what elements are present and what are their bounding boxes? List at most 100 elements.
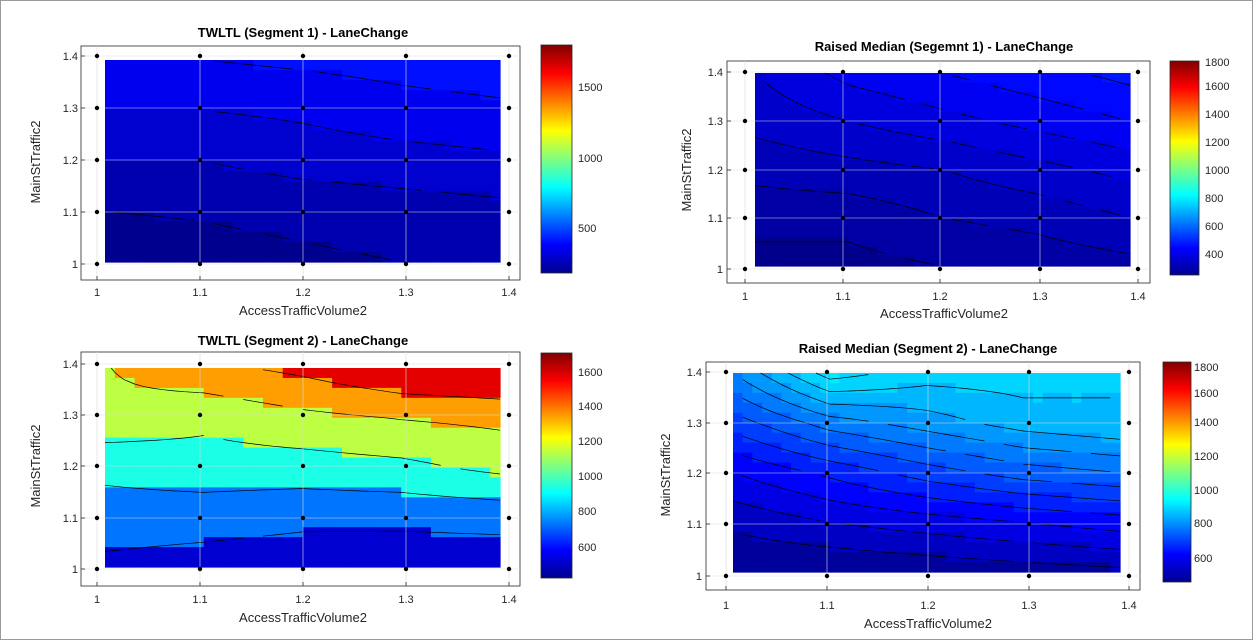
contour-cell: [450, 181, 462, 192]
contour-cell: [411, 397, 422, 409]
contour-cell: [174, 527, 185, 538]
contour-cell: [742, 382, 753, 394]
contour-cell: [781, 462, 792, 474]
contour-cell: [801, 150, 812, 161]
contour-cell: [1008, 101, 1019, 113]
contour-cell: [858, 130, 869, 142]
contour-cell: [839, 198, 850, 209]
x-tick-label: 1.1: [192, 287, 207, 299]
contour-cell: [1045, 169, 1056, 180]
contour-cell: [1120, 159, 1131, 171]
contour-cell: [839, 208, 850, 219]
contour-cell: [945, 562, 957, 573]
contour-cell: [811, 188, 822, 200]
contour-cell: [1061, 432, 1073, 444]
contour-cell: [272, 517, 284, 528]
contour-cell: [450, 241, 462, 253]
contour-cell: [1120, 140, 1131, 151]
contour-cell: [144, 211, 155, 223]
contour-cell: [742, 402, 753, 414]
contour-cell: [480, 477, 491, 488]
colorbar-tick-label: 800: [578, 506, 596, 518]
chart-panel-twltl-seg2: TWLTL (Segment 2) - LaneChange AccessTra…: [28, 333, 602, 625]
contour-cell: [773, 217, 784, 228]
contour-cell: [1083, 227, 1094, 238]
contour-cell: [1061, 442, 1073, 454]
contour-cell: [839, 188, 850, 200]
contour-cell: [907, 422, 918, 434]
contour-cell: [1008, 256, 1019, 267]
contour-cell: [213, 497, 225, 508]
sample-point: [403, 261, 409, 267]
contour-cell: [312, 457, 323, 469]
contour-cell: [184, 407, 195, 419]
contour-cell: [253, 140, 264, 152]
contour-cell: [114, 537, 126, 548]
contour-cell: [381, 100, 392, 112]
contour-cell: [878, 392, 889, 404]
contour-cell: [312, 70, 323, 81]
contour-cell: [1090, 492, 1102, 503]
contour-cell: [923, 130, 934, 142]
contour-cell: [733, 542, 744, 553]
contour-cell: [1101, 237, 1112, 248]
contour-cell: [114, 487, 126, 498]
contour-cell: [887, 472, 899, 484]
contour-cell: [858, 392, 870, 404]
contour-cell: [1120, 101, 1131, 113]
contour-cell: [233, 427, 244, 439]
contour-cell: [144, 507, 155, 518]
contour-cell: [926, 492, 937, 503]
contour-cell: [800, 462, 812, 474]
contour-cell: [223, 427, 234, 439]
contour-cell: [193, 437, 205, 449]
contour-cell: [134, 140, 146, 152]
contour-cell: [332, 467, 343, 479]
contour-cell: [933, 140, 944, 151]
contour-cell: [1092, 188, 1103, 200]
contour-cell: [848, 217, 859, 228]
contour-cell: [933, 111, 944, 122]
contour-cell: [470, 70, 481, 81]
contour-cell: [970, 227, 981, 238]
contour-cell: [371, 537, 383, 548]
contour-cell: [193, 467, 205, 479]
contour-cell: [858, 502, 870, 513]
contour-cell: [1003, 532, 1015, 543]
contour-cell: [771, 382, 782, 394]
contour-cell: [1110, 522, 1121, 533]
contour-cell: [440, 387, 452, 399]
contour-cell: [164, 517, 175, 528]
contour-cell: [867, 198, 878, 209]
contour-cell: [1008, 159, 1019, 171]
contour-cell: [936, 492, 947, 503]
contour-cell: [174, 221, 185, 233]
contour-cell: [371, 457, 383, 469]
contour-cell: [342, 527, 353, 538]
contour-cell: [781, 373, 792, 384]
contour-cell: [174, 100, 185, 112]
contour-cell: [292, 507, 304, 518]
contour-cell: [820, 482, 831, 493]
contour-cell: [322, 181, 333, 192]
contour-cell: [223, 100, 234, 112]
contour-cell: [810, 472, 821, 484]
contour-cell: [1120, 188, 1131, 200]
contour-cell: [223, 377, 234, 389]
contour-cell: [332, 100, 343, 112]
contour-cell: [322, 231, 333, 243]
contour-cell: [154, 447, 165, 459]
sample-point: [824, 369, 830, 375]
contour-cell: [1081, 562, 1092, 573]
contour-cell: [916, 412, 928, 424]
contour-cell: [1023, 402, 1034, 414]
contour-cell: [839, 562, 850, 573]
contour-cell: [923, 217, 934, 228]
contour-cell: [253, 110, 264, 122]
contour-cell: [233, 70, 244, 81]
contour-cell: [114, 437, 126, 449]
contour-cell: [292, 557, 304, 568]
contour-cell: [490, 368, 501, 379]
contour-cell: [490, 241, 501, 253]
contour-cell: [292, 171, 304, 182]
